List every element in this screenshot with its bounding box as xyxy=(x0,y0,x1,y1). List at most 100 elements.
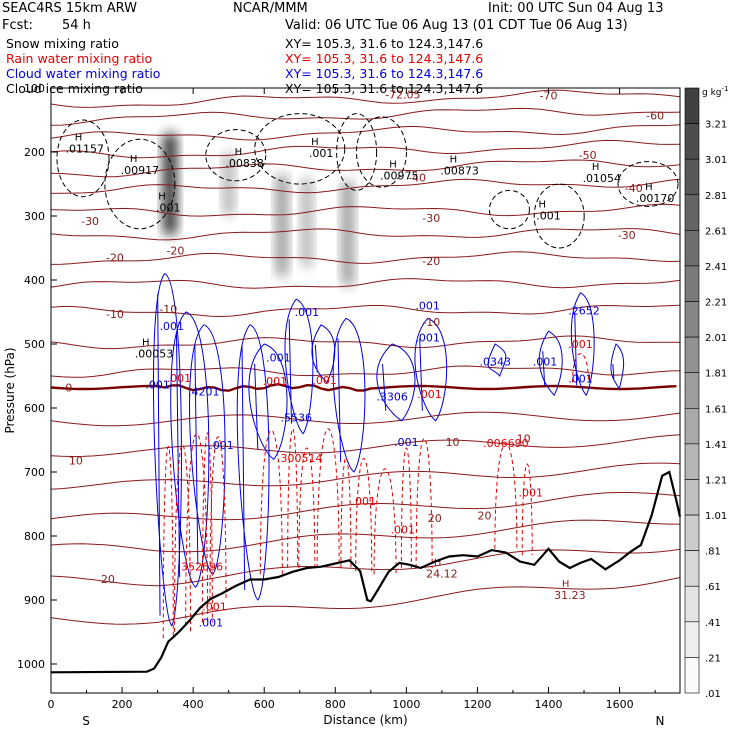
x-tick-label: 800 xyxy=(325,698,346,711)
rain-contour xyxy=(162,446,174,639)
isotherm-line xyxy=(51,492,680,521)
colorbar-cell xyxy=(684,265,700,302)
colorbar-label: .41 xyxy=(705,618,721,629)
y-tick-label-top: 100 xyxy=(24,82,45,95)
legend-snow-xy: XY= 105.3, 31.6 to 124.3,147.6 xyxy=(285,36,484,51)
snow-contour xyxy=(254,113,346,185)
rain-label: .300514 xyxy=(277,452,323,465)
cloud-water-label: .001 xyxy=(199,616,224,629)
rain-label: .001 xyxy=(391,524,416,537)
cloud-water-contour xyxy=(610,343,625,391)
rain-contour xyxy=(373,468,397,575)
colorbar-cell xyxy=(684,194,700,231)
rain-contour xyxy=(209,436,227,601)
x-tick-label: 1600 xyxy=(606,698,634,711)
x-tick-label: 0 xyxy=(48,698,55,711)
cloud-water-contour xyxy=(337,338,342,463)
temperature-high-value: 24.12 xyxy=(426,568,458,581)
isotherm-label: -10 xyxy=(106,308,124,321)
isotherm-label: 20 xyxy=(101,573,115,586)
isotherm-line xyxy=(51,434,680,458)
isotherm-label: -40 xyxy=(625,182,643,195)
isotherm-label: -30 xyxy=(81,215,99,228)
snow-plume xyxy=(163,132,177,236)
colorbar-cell xyxy=(684,230,700,267)
snow-plume xyxy=(301,177,312,268)
rain-contour xyxy=(340,457,352,569)
rain-contour xyxy=(287,428,299,569)
endpoint-south: S xyxy=(82,714,90,728)
temperature-high-marker: H xyxy=(562,579,570,590)
snow-high-value: .00170 xyxy=(636,192,675,205)
colorbar-cell xyxy=(684,336,700,374)
y-tick-label: 200 xyxy=(24,146,45,159)
isotherm-label: -20 xyxy=(422,255,440,268)
temperature-contours xyxy=(51,89,680,625)
cloud-water-label: .001 xyxy=(568,373,593,386)
legend-rain-xy: XY= 105.3, 31.6 to 124.3,147.6 xyxy=(285,51,484,66)
rain-contours xyxy=(162,353,589,639)
isotherm-label: -72.05 xyxy=(385,88,420,101)
colorbar-cell xyxy=(684,585,700,623)
cloud-water-contour xyxy=(236,324,270,601)
x-tick-label: 1400 xyxy=(535,698,563,711)
isotherm-line xyxy=(51,577,680,625)
colorbar: 3.21 3.01 2.81 2.61 2.41 2.21 2.01 1.81 1.61 1.41… xyxy=(684,85,728,700)
rain-contour xyxy=(400,447,412,569)
snow-contours xyxy=(56,113,679,249)
model-title: SEAC4RS 15km ARW xyxy=(2,1,138,16)
cloud-water-contour xyxy=(414,317,448,422)
snow-contour xyxy=(533,183,585,249)
snow-high-value: .00975 xyxy=(380,170,419,183)
cloud-water-contours xyxy=(152,272,625,627)
rain-contour xyxy=(415,437,433,569)
colorbar-label: .81 xyxy=(705,547,721,558)
colorbar-label: 3.01 xyxy=(705,155,727,166)
colorbar-cell xyxy=(684,407,700,445)
init-time: Init: 00 UTC Sun 04 Aug 13 xyxy=(488,1,664,16)
rain-contour xyxy=(521,463,533,556)
snow-plume xyxy=(276,174,288,277)
colorbar-label: 1.41 xyxy=(705,440,727,451)
snow-high-marker: H xyxy=(539,199,547,210)
y-tick-label: 1000 xyxy=(17,658,45,671)
isotherm-label: 0 xyxy=(65,382,72,395)
cloud-water-label: .001 xyxy=(145,378,170,391)
legend-snow-label: Snow mixing ratio xyxy=(6,36,119,51)
cloud-water-contour xyxy=(170,311,210,588)
snow-high-value: .001 xyxy=(309,147,334,160)
cloud-water-contour xyxy=(288,319,293,424)
cloud-water-contour xyxy=(419,338,423,411)
isotherm-line xyxy=(51,139,680,159)
colorbar-cell xyxy=(684,657,700,694)
cloud-water-contour xyxy=(157,293,161,616)
snow-contour xyxy=(205,129,267,182)
snow-high-marker: H xyxy=(130,154,138,165)
plot-border xyxy=(50,87,681,694)
isotherm-label: 20 xyxy=(478,510,492,523)
cloud-water-label: .001 xyxy=(295,306,320,319)
colorbar-cell xyxy=(684,443,700,480)
cloud-water-contour xyxy=(314,344,318,373)
colorbar-label: 2.01 xyxy=(705,333,727,344)
rain-contour xyxy=(316,428,340,569)
colorbar-label: .21 xyxy=(705,653,721,664)
colorbar-label: .01 xyxy=(705,689,721,700)
isotherm-label: 10 xyxy=(517,433,531,446)
y-tick-label: 800 xyxy=(24,530,45,543)
colorbar-label: 2.41 xyxy=(705,262,727,273)
legend-cloud-water-label: Cloud water mixing ratio xyxy=(6,66,161,81)
cloud-water-contour xyxy=(542,351,546,386)
isotherm-label: -50 xyxy=(579,149,597,162)
cloud-water-label: .001 xyxy=(415,300,440,313)
rain-label: .001 xyxy=(263,375,288,388)
endpoint-north: N xyxy=(656,714,665,728)
colorbar-label: 1.21 xyxy=(705,475,727,486)
cloud-water-contour xyxy=(574,312,578,386)
colorbar-cell xyxy=(684,123,700,160)
snow-high-value: .01054 xyxy=(583,172,622,185)
y-tick-label: 700 xyxy=(24,466,45,479)
rain-contour xyxy=(355,457,373,572)
rain-label: .001 xyxy=(518,486,543,499)
